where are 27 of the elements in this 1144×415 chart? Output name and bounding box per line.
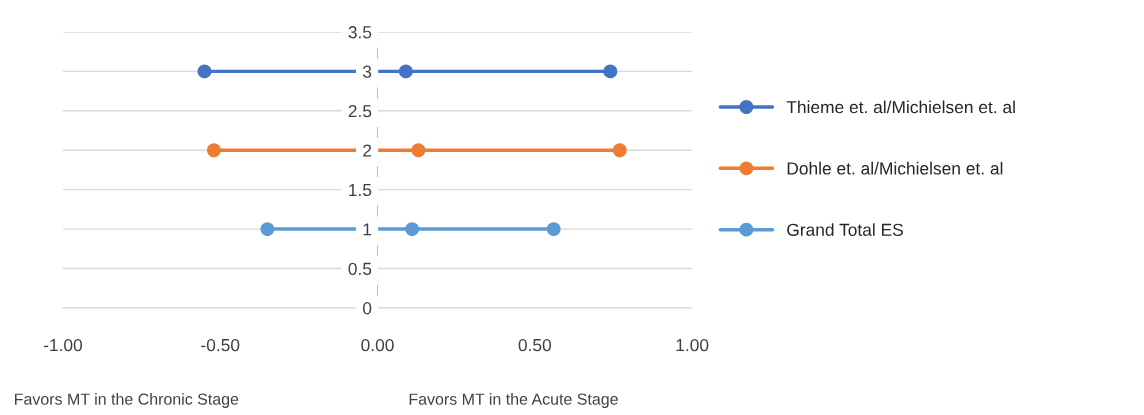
y-tick-label: 2.5 bbox=[348, 104, 372, 118]
point bbox=[603, 64, 618, 79]
point bbox=[206, 143, 221, 158]
legend-label: Thieme et. al/Michielsen et. al bbox=[786, 100, 1015, 114]
x-tick-label: 1.00 bbox=[676, 338, 709, 352]
y-tick-label: 0 bbox=[362, 302, 372, 315]
legend-label: Grand Total ES bbox=[787, 223, 903, 236]
y-tick-label: 2 bbox=[363, 144, 372, 157]
point bbox=[546, 222, 561, 237]
text: Favors MT in the Acute Stage bbox=[409, 393, 618, 408]
point bbox=[260, 222, 275, 237]
point bbox=[197, 64, 212, 79]
text: Favors MT in the Chronic Stage bbox=[15, 393, 239, 408]
point bbox=[411, 143, 426, 158]
point bbox=[398, 64, 413, 79]
y-tick-label: 3 bbox=[362, 65, 372, 78]
legend-label: Dohle et. al/Michielsen et. al bbox=[787, 161, 1003, 175]
point bbox=[612, 143, 627, 158]
y-tick-label: 1.5 bbox=[349, 184, 372, 197]
x-tick-label: 0.50 bbox=[518, 338, 552, 352]
point bbox=[405, 222, 420, 237]
x-tick-label: -0.50 bbox=[201, 338, 240, 352]
y-tick-label: 1 bbox=[363, 223, 372, 236]
y-tick-label: 0.5 bbox=[348, 262, 372, 275]
y-tick-label: 3.5 bbox=[348, 26, 372, 39]
x-tick-label: 0.00 bbox=[361, 338, 394, 352]
x-tick-label: -1.00 bbox=[43, 338, 83, 352]
